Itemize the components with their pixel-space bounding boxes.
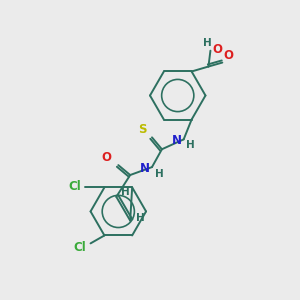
Text: N: N	[172, 134, 182, 147]
Text: Cl: Cl	[68, 180, 81, 193]
Text: O: O	[223, 49, 233, 62]
Text: H: H	[121, 187, 130, 197]
Text: H: H	[203, 38, 212, 48]
Text: O: O	[101, 151, 111, 164]
Text: H: H	[186, 140, 195, 150]
Text: N: N	[140, 162, 150, 175]
Text: H: H	[136, 213, 145, 223]
Text: S: S	[139, 123, 147, 136]
Text: Cl: Cl	[74, 241, 87, 254]
Text: H: H	[154, 169, 163, 179]
Text: O: O	[212, 43, 222, 56]
